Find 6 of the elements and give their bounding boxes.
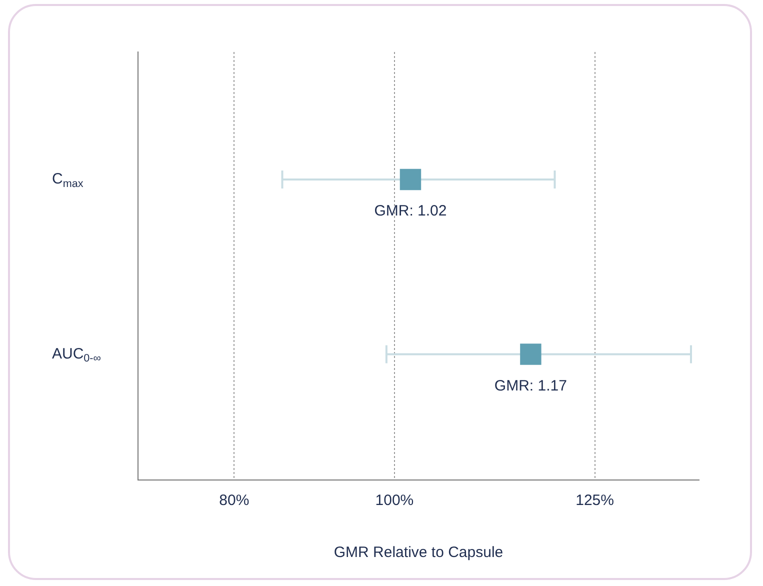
data-label: GMR: 1.17 bbox=[494, 377, 567, 394]
x-tick-label: 125% bbox=[576, 492, 614, 510]
data-label: GMR: 1.02 bbox=[374, 202, 447, 220]
x-axis-title: GMR Relative to Capsule bbox=[334, 544, 504, 562]
x-tick-label: 80% bbox=[219, 492, 250, 510]
x-tick-label: 100% bbox=[375, 492, 414, 510]
